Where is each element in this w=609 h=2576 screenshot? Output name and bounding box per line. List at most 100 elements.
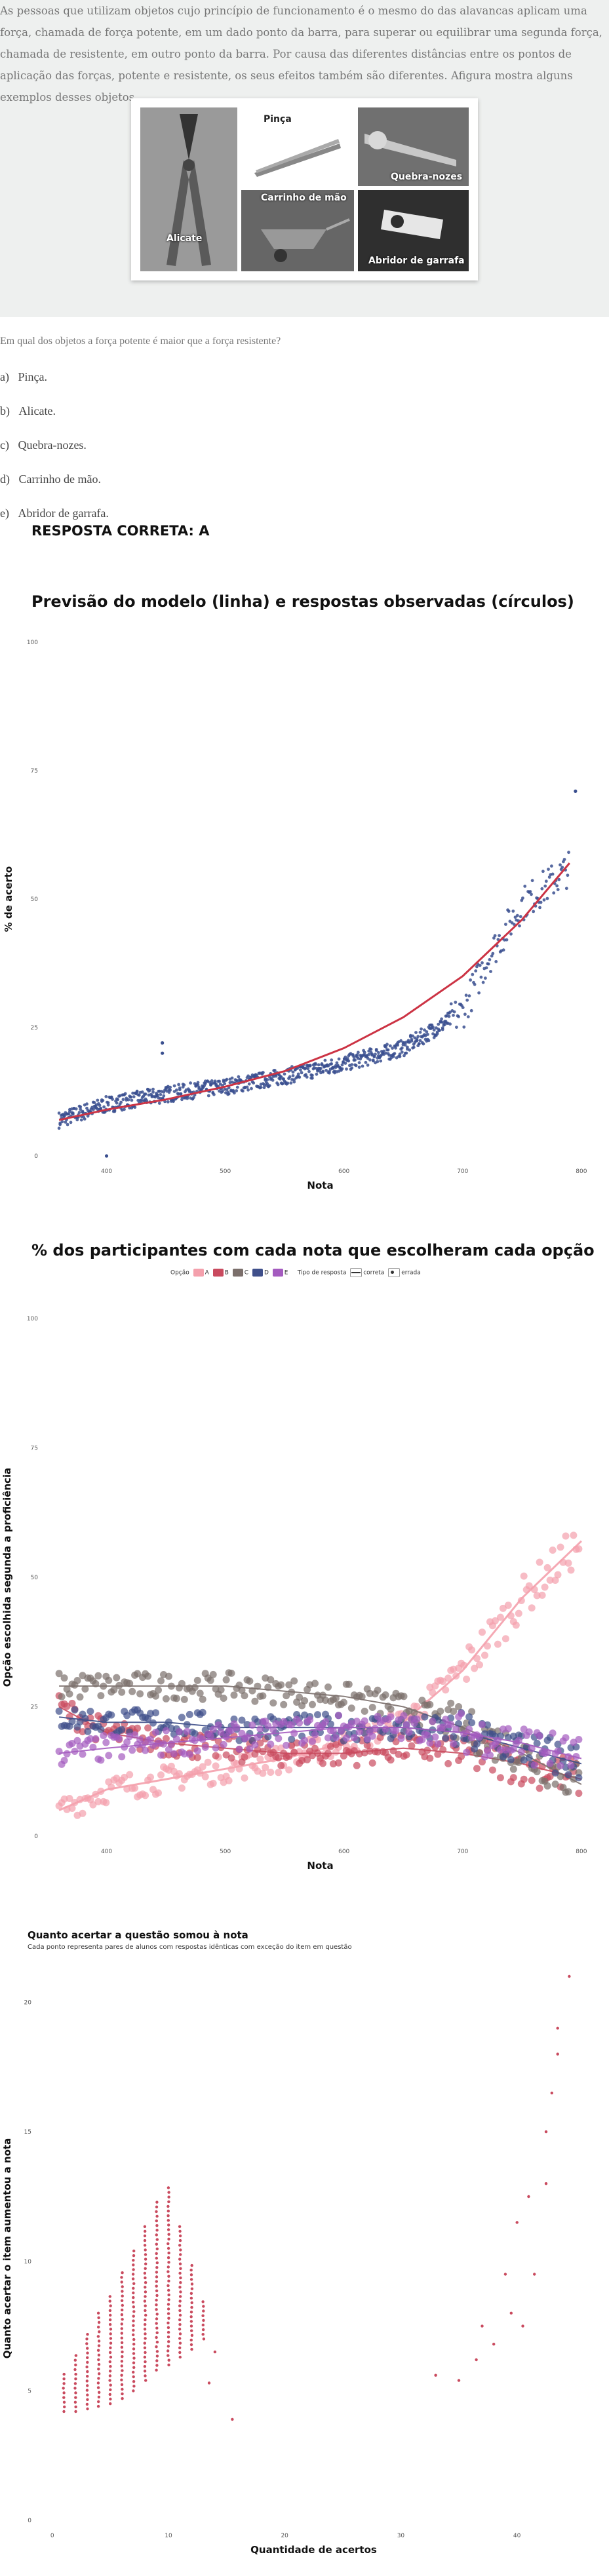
option-e-point: [460, 1730, 468, 1738]
score-gain-point: [132, 2352, 136, 2355]
score-gain-point: [144, 2374, 147, 2377]
observed-point: [115, 1101, 119, 1105]
observed-point: [298, 1075, 302, 1079]
option-e-point: [368, 1732, 376, 1740]
option-b-point: [363, 1741, 371, 1749]
option-e-point: [397, 1735, 405, 1742]
score-gain-point: [167, 2200, 170, 2204]
score-gain-point: [132, 2328, 135, 2332]
chart2-title: % dos participantes com cada nota que es…: [31, 1241, 595, 1259]
observed-point: [557, 877, 561, 881]
option-d-point: [551, 1769, 559, 1777]
observed-point: [307, 1069, 311, 1073]
observed-point: [488, 958, 492, 961]
option-c-point: [280, 1701, 288, 1708]
option-c-point: [366, 1689, 374, 1697]
observed-point: [92, 1101, 96, 1104]
observed-point: [83, 1117, 87, 1121]
option-letter: c): [0, 438, 9, 452]
option-e-point: [60, 1757, 68, 1764]
option-d-point: [97, 1725, 105, 1733]
score-gain-point: [503, 2273, 507, 2276]
option-e[interactable]: e) Abridor de garrafa.: [0, 507, 109, 520]
tweezers-photo: Pinça: [241, 107, 354, 186]
observed-point: [427, 1039, 431, 1043]
score-gain-point: [97, 2339, 101, 2343]
score-gain-point: [121, 2387, 124, 2391]
option-c[interactable]: c) Quebra-nozes.: [0, 438, 87, 452]
observed-point: [493, 934, 497, 938]
score-gain-point: [121, 2308, 124, 2312]
score-gain-point: [98, 2391, 101, 2394]
score-gain-point: [108, 2351, 112, 2355]
score-gain-point: [179, 2253, 182, 2256]
score-gain-point: [120, 2378, 123, 2381]
option-a-point: [275, 1769, 283, 1777]
score-gain-point: [190, 2301, 193, 2305]
score-gain-point: [167, 2336, 170, 2339]
observed-point: [291, 1070, 295, 1074]
score-gain-point: [167, 2345, 170, 2348]
score-gain-point: [178, 2332, 182, 2336]
score-gain-point: [73, 2400, 77, 2404]
observed-point: [345, 1067, 348, 1071]
option-d-point: [484, 1721, 491, 1729]
score-gain-point: [121, 2271, 124, 2275]
option-e-point: [403, 1721, 410, 1729]
option-d-point: [191, 1730, 199, 1738]
observed-point: [103, 1110, 107, 1114]
score-gain-point: [121, 2397, 124, 2400]
bottle-opener-photo: Abridor de garrafa: [358, 190, 469, 271]
chart2-option-by-score: 400 500 600 700 800 0 25 50 75 100 Nota Opção escol…: [1, 1316, 587, 1872]
observed-point: [328, 1071, 331, 1075]
option-e-point: [105, 1752, 113, 1759]
pliers-label: Alicate: [167, 233, 203, 244]
option-e-point: [147, 1735, 154, 1743]
option-e-point: [447, 1721, 455, 1728]
question-prompt: Em qual dos objetos a força potente é ma…: [0, 336, 281, 347]
observed-point: [457, 1015, 460, 1018]
option-e-point: [118, 1753, 126, 1761]
option-e-point: [123, 1739, 131, 1746]
option-c-point: [97, 1692, 105, 1700]
y-tick-label: 25: [31, 1704, 38, 1711]
x-tick-label: 500: [220, 1168, 231, 1175]
option-e-point: [175, 1728, 183, 1736]
option-a[interactable]: a) Pinça.: [0, 370, 47, 384]
score-gain-point: [189, 2292, 193, 2295]
option-b-point: [230, 1732, 238, 1740]
score-gain-point: [109, 2328, 113, 2331]
option-d-point: [152, 1709, 159, 1717]
bottle-opener-label: Abridor de garrafa: [368, 256, 465, 266]
observed-point: [543, 884, 547, 888]
observed-point: [398, 1054, 402, 1058]
y-axis-title: Quanto acertar o item aumentou a nota: [1, 2138, 13, 2359]
observed-point: [464, 993, 468, 997]
score-gain-point: [155, 2201, 159, 2204]
observed-point: [279, 1075, 283, 1079]
score-gain-point: [144, 2351, 147, 2355]
score-gain-point: [179, 2276, 182, 2280]
score-gain-point: [144, 2248, 147, 2252]
observed-point: [542, 898, 546, 902]
observed-point: [168, 1088, 172, 1092]
option-d[interactable]: d) Carrinho de mão.: [0, 472, 101, 486]
option-e-point: [530, 1761, 538, 1769]
score-gain-point: [108, 2309, 112, 2313]
y-tick-label: 0: [34, 1153, 38, 1160]
option-b[interactable]: b) Alicate.: [0, 404, 56, 418]
score-gain-point: [178, 2355, 182, 2359]
score-gain-point: [155, 2340, 159, 2344]
score-gain-point: [74, 2410, 77, 2413]
observed-point: [148, 1088, 152, 1092]
score-gain-point: [85, 2389, 89, 2392]
observed-point: [473, 982, 477, 986]
score-gain-point: [132, 2370, 135, 2374]
option-c-point: [110, 1686, 118, 1694]
observed-point: [366, 1056, 370, 1060]
score-gain-point: [120, 2360, 124, 2363]
observed-point: [368, 1058, 372, 1062]
observed-point: [357, 1066, 361, 1069]
option-a-point: [538, 1591, 546, 1599]
option-a-point: [209, 1779, 217, 1787]
